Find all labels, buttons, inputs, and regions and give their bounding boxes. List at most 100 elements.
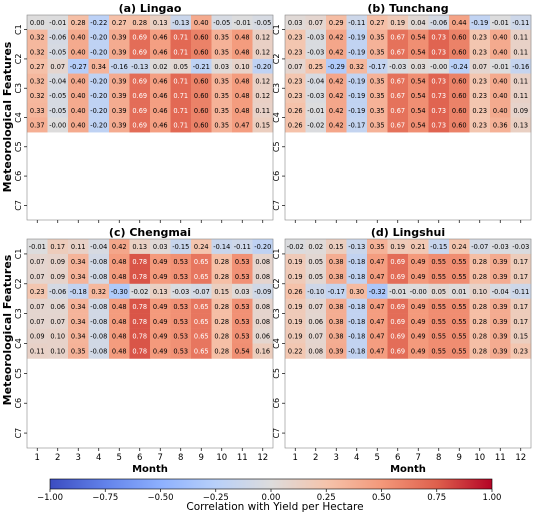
heatmap-cell [346, 15, 368, 30]
heatmap-cell [326, 283, 347, 300]
cell-label: 0.53 [173, 318, 188, 326]
cell-label: 0.08 [255, 303, 270, 311]
heatmap-cell [510, 328, 532, 344]
cell-label: 0.46 [153, 107, 168, 115]
heatmap-cell [326, 253, 347, 270]
cell-label: -0.14 [213, 243, 230, 251]
y-tick-label: C4 [272, 338, 281, 349]
cell-label: 0.15 [214, 288, 229, 296]
heatmap-cell [129, 343, 151, 359]
cell-label: 0.55 [431, 303, 446, 311]
cell-label: -0.06 [430, 19, 447, 27]
heatmap-cell [305, 29, 327, 45]
cell-label: 0.39 [493, 303, 508, 311]
x-tick-label: 4 [354, 453, 359, 463]
cell-label: 0.03 [153, 243, 168, 251]
heatmap-cell [170, 239, 192, 255]
heatmap-cell [191, 253, 212, 270]
cell-label: 0.55 [431, 348, 446, 356]
cell-label: 0.60 [194, 107, 209, 115]
heatmap-cell [428, 313, 450, 329]
panel-c: (c) Chengmai -0.01 0.17 0.11 -0.04 0.42 0.13 0.… [14, 226, 274, 475]
heatmap-cell [252, 268, 274, 285]
y-tick-label: C6 [272, 398, 281, 409]
cell-label: 0.65 [194, 303, 209, 311]
heatmap-cell [428, 29, 450, 45]
heatmap-cell [27, 73, 48, 89]
y-tick-label: C2 [14, 278, 23, 289]
x-tick-label: 3 [76, 453, 81, 463]
cell-label: 0.38 [329, 303, 344, 311]
cell-label: 0.69 [132, 122, 147, 130]
cell-label: 0.10 [50, 333, 65, 341]
heatmap-cell [305, 343, 327, 359]
cell-label: 0.46 [153, 48, 168, 56]
cell-label: 0.15 [255, 122, 270, 130]
heatmap-cell [252, 343, 274, 359]
cell-label: -0.05 [49, 107, 66, 115]
cell-label: 0.49 [153, 333, 168, 341]
heatmap-cell [129, 328, 151, 344]
cell-label: 0.71 [173, 122, 188, 130]
heatmap-cell [387, 117, 409, 133]
cell-label: 0.48 [112, 318, 127, 326]
heatmap-cell [170, 58, 192, 74]
heatmap-cell [305, 268, 327, 285]
cell-label: 0.55 [431, 258, 446, 266]
cell-label: -0.11 [348, 19, 365, 27]
cell-label: 0.19 [390, 19, 405, 27]
y-tick-label: C6 [272, 171, 281, 182]
cell-label: 0.35 [370, 107, 385, 115]
heatmap-cell [449, 343, 470, 359]
heatmap-cell [367, 343, 388, 359]
colorbar-tick-label: 0.50 [372, 493, 391, 503]
heatmap-cell [27, 328, 48, 344]
cell-label: 0.53 [173, 273, 188, 281]
panel-title: (a) Lingao [119, 2, 182, 15]
cell-label: 0.33 [30, 107, 45, 115]
cell-label: -0.04 [307, 78, 324, 86]
cell-label: 0.49 [411, 303, 426, 311]
cell-label: 0.55 [452, 348, 467, 356]
heatmap-cell [252, 102, 274, 118]
heatmap-cell [191, 15, 212, 30]
heatmap-cell [326, 88, 347, 104]
x-axis-label: Month [132, 464, 168, 475]
heatmap-cell [408, 73, 429, 89]
cell-label: 0.53 [173, 303, 188, 311]
y-tick-label: C1 [14, 249, 23, 260]
cell-label: -0.29 [328, 63, 345, 71]
cell-label: 0.07 [50, 63, 65, 71]
cell-label: 0.08 [308, 348, 323, 356]
heatmap-cell [150, 313, 171, 329]
cell-label: -0.02 [131, 288, 148, 296]
heatmap-cell [387, 88, 409, 104]
cell-label: 0.39 [493, 318, 508, 326]
heatmap-cell [252, 44, 274, 60]
heatmap-cell [387, 102, 409, 118]
cell-label: -0.08 [90, 348, 107, 356]
cell-label: 0.28 [214, 303, 229, 311]
heatmap-cell [285, 44, 306, 60]
cell-label: 0.39 [493, 348, 508, 356]
heatmap-cell [346, 313, 368, 329]
heatmap-cell [449, 298, 470, 314]
heatmap-cell [252, 313, 274, 329]
heatmap-cell [129, 268, 151, 285]
cell-label: 0.34 [71, 318, 86, 326]
cell-label: 0.21 [411, 243, 426, 251]
cell-label: 0.42 [329, 48, 344, 56]
heatmap-cell [170, 283, 192, 300]
cell-label: 0.03 [411, 63, 426, 71]
heatmap-cell [170, 313, 192, 329]
heatmap-cell [150, 58, 171, 74]
cell-label: -0.13 [172, 19, 189, 27]
cell-label: 0.40 [71, 107, 86, 115]
heatmap-cell [232, 15, 253, 30]
cell-label: 0.06 [255, 333, 270, 341]
y-tick-label: C7 [14, 428, 23, 439]
y-tick-label: C5 [14, 141, 23, 152]
cell-label: 0.27 [112, 19, 127, 27]
cell-label: 0.78 [132, 303, 147, 311]
heatmap-cell [428, 58, 450, 74]
